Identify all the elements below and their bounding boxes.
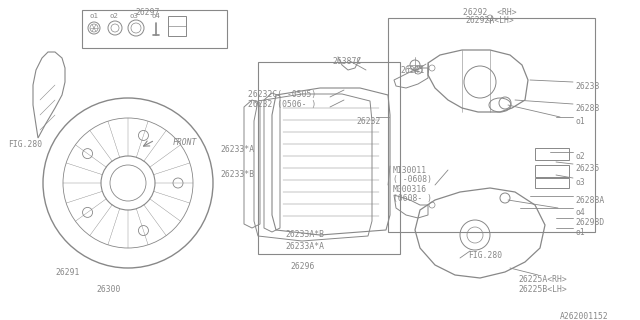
Text: 26300: 26300 [96, 285, 120, 294]
Text: FIG.280: FIG.280 [8, 140, 42, 149]
Text: 26241: 26241 [400, 66, 424, 75]
Text: o1: o1 [575, 228, 585, 237]
Text: o3: o3 [575, 178, 585, 187]
Bar [258, 62, 400, 254]
Text: M000316: M000316 [393, 185, 427, 194]
Text: ( -0608): ( -0608) [393, 175, 432, 184]
Bar [535, 165, 569, 177]
Text: 26297: 26297 [136, 8, 160, 17]
Text: 26233*B: 26233*B [220, 170, 254, 179]
Text: o3: o3 [130, 13, 139, 19]
Bar [168, 16, 186, 36]
Text: 26232 (0506- ): 26232 (0506- ) [248, 100, 316, 109]
Text: 26387C: 26387C [332, 57, 361, 66]
Text: 26233A*A: 26233A*A [285, 242, 324, 251]
Text: 26292A<LH>: 26292A<LH> [466, 16, 515, 25]
Text: o1: o1 [575, 117, 585, 126]
Bar [82, 10, 227, 48]
Bar [535, 178, 569, 188]
Text: 26233*A: 26233*A [220, 145, 254, 154]
Text: 26291: 26291 [55, 268, 79, 277]
Text: 26232C( -0505): 26232C( -0505) [248, 90, 316, 99]
Text: 26225A<RH>: 26225A<RH> [518, 275, 567, 284]
Text: o1: o1 [90, 13, 99, 19]
Text: 26238: 26238 [575, 82, 600, 91]
Text: M130011: M130011 [393, 166, 427, 175]
Bar [535, 148, 569, 160]
Text: 26296: 26296 [290, 262, 314, 271]
Text: 26298D: 26298D [575, 218, 604, 227]
Text: 26292  <RH>: 26292 <RH> [463, 8, 517, 17]
Text: 26225B<LH>: 26225B<LH> [518, 285, 567, 294]
Text: o2: o2 [575, 152, 585, 161]
Text: 26235: 26235 [575, 164, 600, 173]
Text: o2: o2 [109, 13, 118, 19]
Text: o4: o4 [152, 13, 161, 19]
Text: 26288: 26288 [575, 104, 600, 113]
Text: FIG.280: FIG.280 [468, 251, 502, 260]
Text: (0608- ): (0608- ) [393, 194, 432, 203]
Text: FRONT: FRONT [173, 138, 197, 147]
Text: 26232: 26232 [356, 117, 380, 126]
Bar [388, 18, 595, 232]
Text: 26288A: 26288A [575, 196, 604, 205]
Text: o4: o4 [575, 208, 585, 217]
Text: 26233A*B: 26233A*B [285, 230, 324, 239]
Text: A262001152: A262001152 [560, 312, 609, 320]
